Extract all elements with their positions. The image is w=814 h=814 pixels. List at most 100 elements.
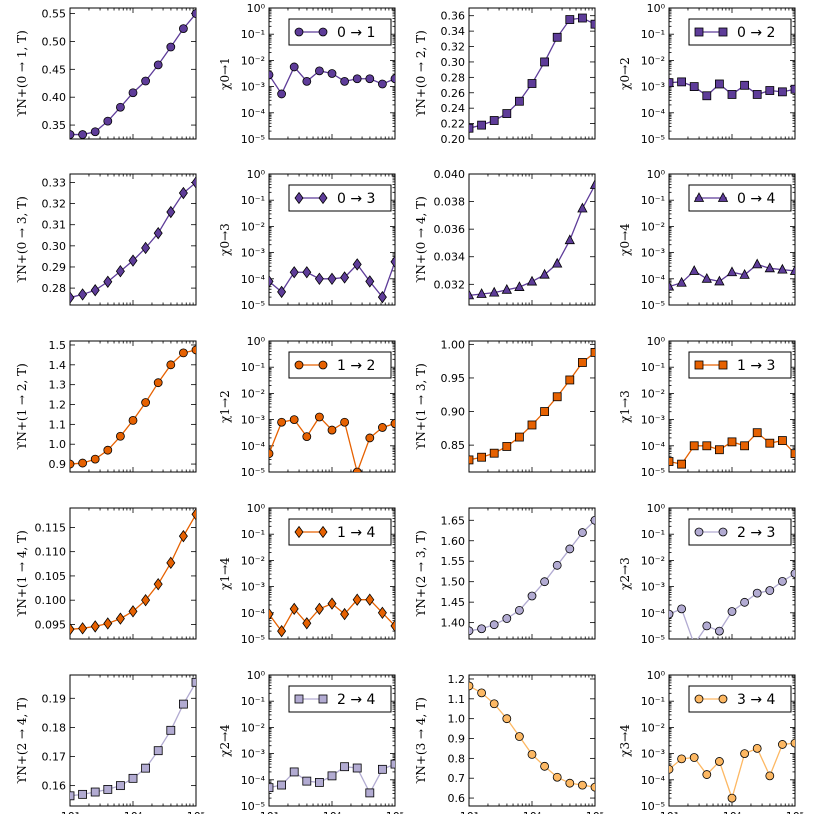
data-point (378, 79, 387, 89)
data-point (677, 754, 687, 764)
data-point (714, 275, 725, 286)
data-point (578, 358, 587, 367)
data-point (365, 788, 375, 798)
y-tick-label: 10⁻⁵ (241, 800, 265, 813)
y-tick-label: 1.1 (448, 693, 466, 706)
y-tick-label: 0.19 (42, 692, 67, 705)
y-tick-label: 10⁻² (641, 721, 665, 734)
data-point (765, 438, 775, 448)
legend-marker (718, 694, 728, 704)
y-tick-label: 1.45 (441, 596, 466, 609)
data-point (565, 544, 575, 554)
x-tick-label: 10⁵ (386, 810, 404, 814)
data-point (269, 607, 274, 621)
data-point (352, 74, 362, 84)
data-point (477, 120, 487, 130)
y-tick-label: 10⁻⁴ (241, 107, 266, 120)
y-axis-label: χ2→3 (618, 557, 632, 590)
panel-ups04: 0.032 0.034 0.036 0.038 0.040 ϒN+(0 → 4, T) (414, 168, 596, 306)
y-tick-label: 0.35 (42, 119, 67, 132)
y-tick-label: 0.29 (42, 261, 67, 274)
legend-label: 0 → 4 (737, 191, 776, 207)
data-point (764, 262, 775, 273)
data-point (78, 458, 88, 468)
legend-marker (294, 27, 304, 37)
y-tick-label: 10⁻³ (641, 748, 665, 761)
y-tick-label: 10⁻⁴ (241, 273, 266, 286)
y-tick-label: 10⁻⁴ (641, 440, 666, 453)
y-axis-label: χ0→4 (618, 223, 632, 256)
data-point (489, 116, 499, 125)
data-point (740, 749, 750, 758)
axes-frame (468, 507, 596, 640)
data-point (502, 109, 512, 118)
data-point (790, 569, 795, 578)
y-tick-label: 0.9 (49, 458, 67, 471)
legend-label: 1 → 2 (337, 358, 375, 374)
legend-marker (694, 527, 704, 537)
data-point (669, 457, 674, 466)
y-tick-label: 10⁻³ (641, 247, 665, 260)
legend-marker (318, 525, 328, 539)
legend: 1 → 4 (288, 518, 392, 546)
series-ups34 (469, 681, 595, 792)
data-point (489, 448, 499, 458)
panel-ups34: 10³ 10⁴ 10⁵ 0.6 0.7 0.8 0.9 1.0 1.1 1.2 ϒN+(3 → 4,… (414, 673, 604, 814)
y-tick-label: 10⁻² (241, 721, 265, 734)
data-point (689, 441, 699, 451)
legend: 0 → 2 (688, 18, 792, 46)
data-point (90, 787, 100, 797)
data-point (752, 428, 762, 438)
data-point (390, 759, 395, 769)
data-point (327, 69, 337, 78)
data-point (790, 449, 795, 459)
y-tick-label: 10⁻⁴ (641, 273, 666, 286)
y-tick-label: 10⁻⁵ (241, 299, 265, 312)
y-tick-label: 10⁻¹ (241, 361, 265, 374)
data-point (70, 623, 75, 636)
x-tick-label: 10³ (61, 810, 79, 814)
data-point (669, 78, 674, 88)
data-point (702, 441, 712, 451)
data-point (489, 699, 499, 709)
data-point (540, 57, 550, 67)
y-axis-label: ϒN+(0 → 4, T) (414, 196, 428, 283)
y-tick-label: 10⁰ (247, 502, 266, 515)
data-point (128, 605, 138, 618)
y-tick-label: 10⁻⁵ (641, 800, 665, 813)
data-point (90, 284, 100, 297)
data-point (489, 286, 500, 297)
data-point (179, 24, 188, 34)
axes-frame (69, 674, 197, 807)
data-point (191, 9, 196, 18)
data-point (502, 714, 512, 724)
y-tick-label: 0.20 (441, 133, 466, 146)
data-point (103, 116, 113, 126)
data-point (778, 436, 787, 445)
legend-marker (294, 191, 304, 205)
series-line (669, 742, 795, 801)
panel-chi03: 10⁻⁵ 10⁻⁴ 10⁻³ 10⁻² 10⁻¹ 10⁰ χ0→3 0 → 3 (218, 168, 396, 312)
series-chi13 (669, 428, 795, 469)
series-ups01 (70, 9, 196, 139)
data-point (90, 620, 100, 633)
data-point (178, 529, 188, 543)
y-axis-label: χ1→3 (618, 390, 632, 423)
data-point (153, 60, 163, 70)
y-tick-label: 0.40 (42, 91, 67, 104)
y-axis-label: χ0→1 (218, 57, 232, 90)
legend-marker (318, 191, 328, 205)
legend-marker (318, 360, 328, 370)
y-tick-label: 10⁻¹ (241, 194, 265, 207)
y-tick-label: 10⁻³ (641, 414, 665, 427)
y-tick-label: 0.85 (441, 439, 466, 452)
legend-marker (294, 360, 304, 370)
panel-ups14: 0.095 0.100 0.105 0.110 0.115 ϒN+(1 → 4, T) (15, 507, 197, 640)
data-point (390, 74, 395, 84)
y-tick-label: 1.60 (441, 535, 466, 548)
data-point (166, 556, 176, 570)
y-tick-label: 10⁻¹ (641, 194, 665, 207)
y-tick-label: 0.7 (448, 772, 466, 785)
y-tick-label: 0.32 (441, 41, 466, 54)
